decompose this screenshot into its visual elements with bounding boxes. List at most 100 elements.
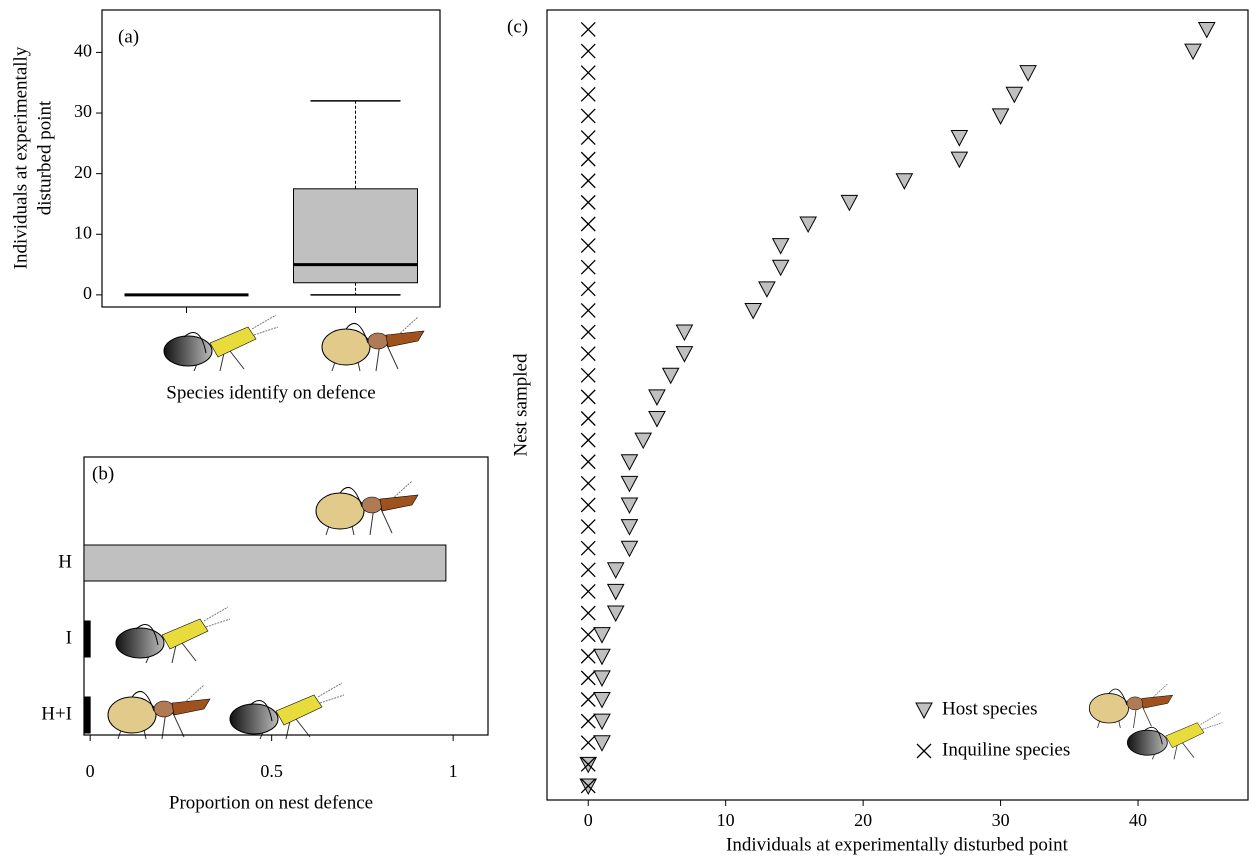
x-axis-label: Proportion on nest defence [169,792,373,813]
panel-label: (a) [118,26,139,47]
data-point [580,130,596,145]
legend-marker [916,743,932,759]
data-point [580,562,596,578]
data-point [950,130,969,147]
data-point [580,432,596,448]
data-point [580,605,596,621]
data-point [580,86,596,102]
data-point [580,65,596,81]
data-point [580,411,596,426]
data-point [580,540,596,556]
data-point [895,173,914,190]
bar [83,620,91,658]
x-axis-label: Species identify on defence [166,382,375,403]
data-point [580,238,596,254]
data-point [620,540,639,558]
data-point [580,302,596,318]
data-point [580,648,596,664]
y-tick-label: 20 [74,162,92,182]
data-point [580,281,596,297]
inquiline-ant-icon [229,682,345,740]
x-tick-label: 40 [1129,810,1147,830]
data-point [771,238,790,255]
data-point [580,216,596,232]
data-point [606,605,625,623]
y-axis-label: Nest sampled [510,353,531,456]
data-point [580,173,596,189]
data-point [593,735,611,752]
data-point [580,194,596,210]
data-point [1184,43,1202,61]
x-tick-label: 20 [854,810,872,830]
data-point [620,454,639,471]
plot-frame [83,456,489,736]
data-point [1019,65,1037,82]
host-ant-icon [321,316,425,372]
inquiline-ant-icon [115,606,231,664]
x-tick-label: 0.5 [260,761,283,781]
data-point [580,454,596,470]
inquiline-ant-icon [1126,712,1223,760]
inquiline-ant-icon [163,314,279,372]
data-point [799,216,817,234]
legend-marker [915,702,933,720]
data-point [634,432,653,450]
y-tick-label: 30 [74,101,92,121]
y-tick-label: 40 [74,41,92,61]
x-tick-label: 10 [717,810,735,830]
data-point [593,670,611,687]
data-point [580,713,596,729]
data-point [593,713,611,731]
data-point [675,346,694,363]
data-point [758,281,776,298]
y-tick-label: 0 [83,283,92,303]
data-point [580,389,596,405]
data-point [661,367,680,385]
data-point [580,346,596,362]
bar [83,696,91,734]
panel-label: (c) [507,16,528,37]
data-point [648,389,666,406]
box [293,188,418,284]
data-point [580,259,596,275]
data-point [593,691,611,709]
data-point [580,43,596,59]
x-tick-label: 30 [992,810,1010,830]
data-point [620,519,639,536]
data-point [620,497,639,515]
data-point [950,151,969,169]
plot-frame [101,9,441,308]
data-point [840,194,859,212]
data-point [648,411,666,428]
data-point [580,324,596,340]
data-point [580,519,596,535]
y-tick-label: H+I [41,703,72,724]
data-point [991,108,1010,125]
x-axis-label: Individuals at experimentally disturbed … [726,834,1069,855]
data-point [580,756,596,772]
data-point [593,648,611,666]
data-point [771,259,790,277]
data-point [580,367,596,383]
y-axis-label: disturbed point [34,100,55,215]
data-point [580,151,596,167]
data-point [580,778,596,794]
x-tick-label: 1 [449,761,458,781]
data-point [1005,86,1024,104]
data-point [580,583,596,599]
bar [83,544,447,582]
legend-label: Host species [942,698,1038,719]
data-point [580,108,596,124]
x-tick-label: 0 [86,761,95,781]
legend-label: Inquiline species [942,739,1070,760]
data-point [580,670,596,686]
data-point [1197,21,1216,39]
data-point [606,562,625,579]
plot-frame [546,9,1249,801]
data-point [580,735,596,751]
data-point [580,21,596,37]
panel-label: (b) [92,463,114,484]
data-point [620,475,639,493]
data-point [744,302,763,320]
